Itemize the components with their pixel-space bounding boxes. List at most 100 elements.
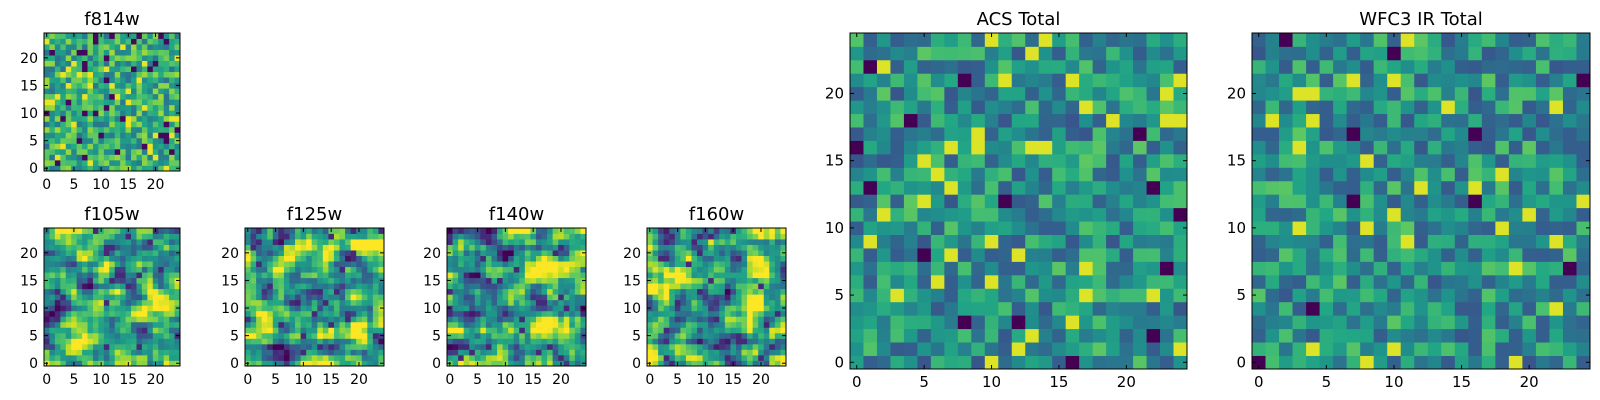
heatmap-cell — [1146, 33, 1161, 47]
heatmap-cell — [141, 44, 148, 50]
heatmap-cell — [574, 228, 581, 234]
heatmap-cell — [65, 154, 72, 161]
heatmap-cell — [903, 248, 918, 262]
heatmap-cell — [82, 55, 88, 61]
heatmap-cell — [169, 327, 175, 334]
heatmap-cell — [547, 294, 554, 301]
heatmap-cell — [136, 343, 143, 350]
heatmap-cell — [474, 239, 481, 245]
heatmap-cell — [890, 153, 905, 168]
heatmap-cell — [131, 99, 137, 106]
heatmap-cell — [261, 332, 268, 339]
heatmap-cell — [1549, 113, 1564, 128]
heatmap-cell — [652, 261, 659, 268]
heatmap-cell — [541, 332, 548, 339]
heatmap-cell — [1146, 140, 1161, 155]
heatmap-cell — [169, 228, 175, 234]
heatmap-cell — [114, 71, 121, 78]
heatmap-cell — [82, 143, 88, 150]
heatmap-cell — [502, 272, 509, 279]
heatmap-cell — [378, 316, 385, 323]
heatmap-cell — [98, 126, 105, 133]
heatmap-cell — [1252, 59, 1266, 74]
heatmap-cell — [350, 294, 357, 301]
heatmap-cell — [311, 272, 318, 279]
heatmap-cell — [447, 266, 453, 273]
heatmap-cell — [109, 88, 116, 95]
heatmap-cell — [49, 49, 56, 56]
heatmap-cell — [345, 305, 352, 312]
heatmap-cell — [930, 207, 945, 222]
heatmap-cell — [1454, 301, 1469, 316]
heatmap-cell — [552, 327, 559, 334]
heatmap-cell — [1306, 288, 1320, 303]
heatmap-cell — [71, 316, 78, 323]
heatmap-cell — [1576, 274, 1591, 289]
heatmap-cell — [152, 88, 159, 95]
heatmap-cell — [136, 38, 143, 45]
heatmap-cell — [474, 294, 481, 301]
heatmap-cell — [769, 316, 776, 323]
heatmap-cell — [513, 354, 520, 361]
heatmap-cell — [741, 288, 748, 295]
heatmap-cell — [136, 261, 143, 268]
heatmap-cell — [1562, 328, 1577, 343]
heatmap-cell — [491, 354, 498, 361]
heatmap-cell — [125, 82, 132, 89]
heatmap-cell — [372, 360, 379, 367]
heatmap-cell — [719, 305, 726, 312]
heatmap-cell — [1576, 33, 1591, 47]
heatmap-cell — [141, 266, 148, 273]
heatmap-cell — [998, 342, 1013, 356]
heatmap-cell — [1522, 46, 1537, 61]
heatmap-cell — [580, 272, 587, 279]
heatmap-cell — [876, 328, 891, 343]
heatmap-cell — [109, 60, 116, 67]
heatmap-cell — [1468, 342, 1483, 356]
heatmap-cell — [109, 66, 116, 73]
heatmap-cell — [1360, 59, 1375, 74]
heatmap-cell — [685, 327, 692, 334]
heatmap-cell — [356, 354, 363, 361]
heatmap-cell — [502, 288, 509, 295]
heatmap-cell — [328, 299, 335, 306]
heatmap-cell — [125, 104, 132, 111]
heatmap-cell — [152, 77, 159, 84]
heatmap-cell — [49, 305, 56, 312]
heatmap-cell — [724, 266, 731, 273]
heatmap-cell — [1414, 46, 1429, 61]
heatmap-cell — [147, 239, 154, 245]
heatmap-cell — [76, 343, 83, 350]
heatmap-cell — [317, 360, 324, 367]
heatmap-cell — [44, 288, 50, 295]
heatmap-cell — [930, 288, 945, 303]
heatmap-cell — [71, 250, 78, 256]
heatmap-cell — [356, 288, 363, 295]
x-tick-label: 20 — [552, 372, 570, 388]
heatmap-cell — [702, 283, 709, 290]
heatmap-cell — [569, 343, 576, 350]
heatmap-cell — [984, 194, 999, 209]
heatmap-cell — [174, 343, 181, 350]
heatmap-cell — [283, 354, 290, 361]
heatmap-cell — [984, 301, 999, 316]
heatmap-cell — [272, 354, 279, 361]
heatmap-cell — [469, 272, 476, 279]
x-tick-label: 10 — [92, 372, 110, 388]
heatmap-cell — [44, 261, 50, 268]
heatmap-cell — [141, 88, 148, 95]
heatmap-cell — [485, 228, 492, 234]
heatmap-cell — [863, 342, 878, 356]
heatmap-cell — [131, 272, 137, 279]
heatmap-cell — [1454, 113, 1469, 128]
heatmap-cell — [361, 299, 368, 306]
heatmap-cell — [65, 277, 72, 284]
heatmap-cell — [1252, 33, 1266, 47]
heatmap-cell — [680, 332, 687, 339]
heatmap-cell — [1373, 127, 1388, 141]
heatmap-cell — [345, 266, 352, 273]
heatmap-cell — [508, 244, 515, 251]
heatmap-cell — [1333, 180, 1348, 195]
heatmap-cell — [103, 244, 110, 251]
heatmap-cell — [54, 244, 61, 251]
